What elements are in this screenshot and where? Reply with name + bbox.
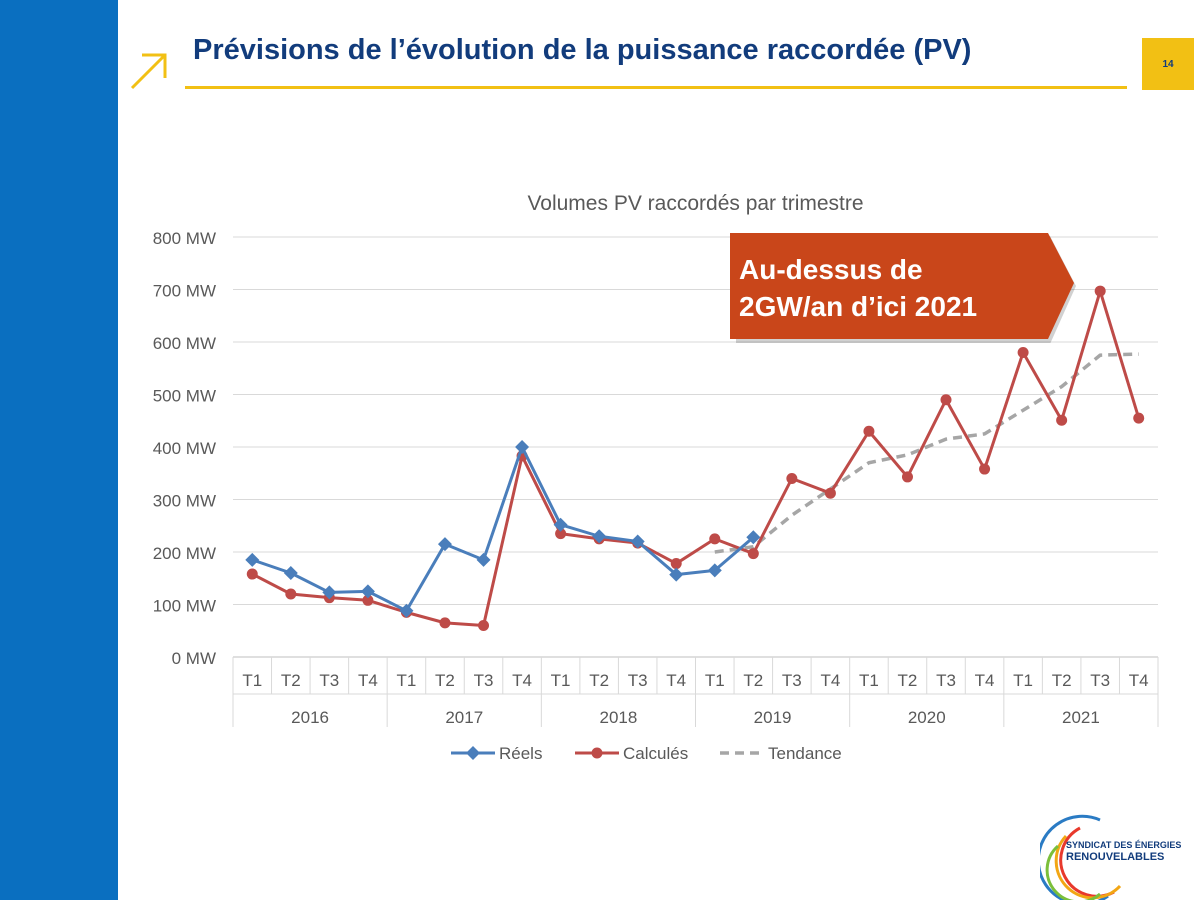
logo-text-line-2: RENOUVELABLES xyxy=(1066,851,1165,863)
x-tick-label-quarter: T2 xyxy=(281,671,301,690)
line-chart: Volumes PV raccordés par trimestre 0 MW 10… xyxy=(153,192,1159,763)
x-tick-label-year: 2021 xyxy=(1062,708,1100,727)
x-tick-label-quarter: T2 xyxy=(435,671,455,690)
y-tick-label: 400 MW xyxy=(153,439,216,458)
callout-arrow: Au-dessus de 2GW/an d’ici 2021 xyxy=(730,233,1078,343)
data-point-calcules xyxy=(1056,414,1068,426)
data-point-calcules xyxy=(439,617,451,629)
data-point-calcules xyxy=(901,471,913,483)
data-point-calcules xyxy=(940,394,952,406)
page-number: 14 xyxy=(1142,38,1194,90)
x-tick-label-year: 2020 xyxy=(908,708,946,727)
x-tick-label-quarter: T3 xyxy=(628,671,648,690)
data-point-reels xyxy=(553,517,568,532)
data-point-calcules xyxy=(478,620,490,631)
data-point-calcules xyxy=(979,463,991,475)
data-point-reels xyxy=(707,563,722,578)
data-point-reels xyxy=(245,552,260,567)
x-tick-label-quarter: T3 xyxy=(936,671,956,690)
legend-label: Réels xyxy=(499,744,542,763)
x-tick-label-quarter: T4 xyxy=(820,671,840,690)
data-point-reels xyxy=(746,530,761,545)
y-tick-label: 0 MW xyxy=(172,649,216,668)
x-tick-label-quarter: T1 xyxy=(859,671,879,690)
x-tick-label-quarter: T4 xyxy=(1129,671,1149,690)
data-point-reels xyxy=(360,584,375,599)
data-point-reels xyxy=(437,537,452,552)
data-point-calcules xyxy=(555,528,567,540)
data-point-calcules xyxy=(863,425,875,437)
data-point-calcules xyxy=(709,533,721,545)
data-point-reels xyxy=(283,566,298,580)
data-point-calcules xyxy=(786,473,798,484)
x-tick-label-quarter: T2 xyxy=(743,671,763,690)
x-tick-label-quarter: T1 xyxy=(1013,671,1033,690)
data-point-reels xyxy=(630,534,645,549)
series-line-tendance xyxy=(714,352,1139,554)
callout-text: Au-dessus de 2GW/an d’ici 2021 xyxy=(739,251,1039,325)
data-point-calcules xyxy=(362,594,374,606)
data-point-calcules xyxy=(1133,412,1145,424)
data-point-reels xyxy=(476,552,491,567)
data-point-reels xyxy=(592,529,607,544)
title-underline xyxy=(185,86,1127,89)
x-tick-label-quarter: T2 xyxy=(1052,671,1072,690)
arrow-up-right-icon xyxy=(130,53,167,90)
x-tick-label-quarter: T1 xyxy=(705,671,725,690)
data-point-calcules xyxy=(246,568,258,580)
x-tick-label-quarter: T4 xyxy=(358,671,378,690)
ser-logo xyxy=(1040,814,1122,900)
x-tick-label-quarter: T3 xyxy=(1090,671,1110,690)
chart-title: Volumes PV raccordés par trimestre xyxy=(527,192,863,215)
data-point-calcules xyxy=(824,487,836,499)
series-line-réels xyxy=(251,445,755,613)
x-tick-label-year: 2016 xyxy=(291,708,329,727)
y-tick-label: 300 MW xyxy=(153,492,216,511)
y-tick-label: 800 MW xyxy=(153,229,216,248)
data-point-reels xyxy=(322,585,337,600)
x-tick-label-quarter: T1 xyxy=(397,671,417,690)
data-point-reels xyxy=(515,440,530,454)
y-tick-label: 100 MW xyxy=(153,597,216,616)
x-tick-label-quarter: T4 xyxy=(512,671,532,690)
legend-marker xyxy=(466,746,480,760)
x-tick-label-quarter: T3 xyxy=(782,671,802,690)
x-tick-label-quarter: T2 xyxy=(589,671,609,690)
legend-marker xyxy=(591,747,603,759)
data-point-reels xyxy=(669,567,684,582)
y-tick-label: 600 MW xyxy=(153,334,216,353)
data-point-calcules xyxy=(1094,285,1106,297)
x-tick-label-year: 2018 xyxy=(600,708,638,727)
x-tick-label-quarter: T1 xyxy=(242,671,262,690)
y-tick-label: 700 MW xyxy=(153,282,216,301)
legend-label: Calculés xyxy=(623,744,688,763)
x-tick-label-year: 2019 xyxy=(754,708,792,727)
side-bar xyxy=(0,0,118,900)
legend-label: Tendance xyxy=(768,744,842,763)
data-point-calcules xyxy=(285,588,297,600)
x-tick-label-quarter: T4 xyxy=(975,671,995,690)
slide-title: Prévisions de l’évolution de la puissanc… xyxy=(193,34,972,66)
x-tick-label-year: 2017 xyxy=(445,708,483,727)
x-tick-label-quarter: T4 xyxy=(666,671,686,690)
x-tick-label-quarter: T3 xyxy=(319,671,339,690)
y-tick-label: 200 MW xyxy=(153,544,216,563)
y-tick-label: 500 MW xyxy=(153,387,216,406)
callout-line-1: Au-dessus de xyxy=(739,254,923,285)
logo-text-line-1: SYNDICAT DES ÉNERGIES xyxy=(1066,840,1182,850)
data-point-reels xyxy=(399,603,414,618)
callout-line-2: 2GW/an d’ici 2021 xyxy=(739,291,978,322)
data-point-calcules xyxy=(670,558,682,570)
x-tick-label-quarter: T2 xyxy=(898,671,918,690)
x-tick-label-quarter: T3 xyxy=(474,671,494,690)
x-tick-label-quarter: T1 xyxy=(551,671,571,690)
data-point-calcules xyxy=(1017,347,1029,358)
data-point-calcules xyxy=(747,548,759,560)
